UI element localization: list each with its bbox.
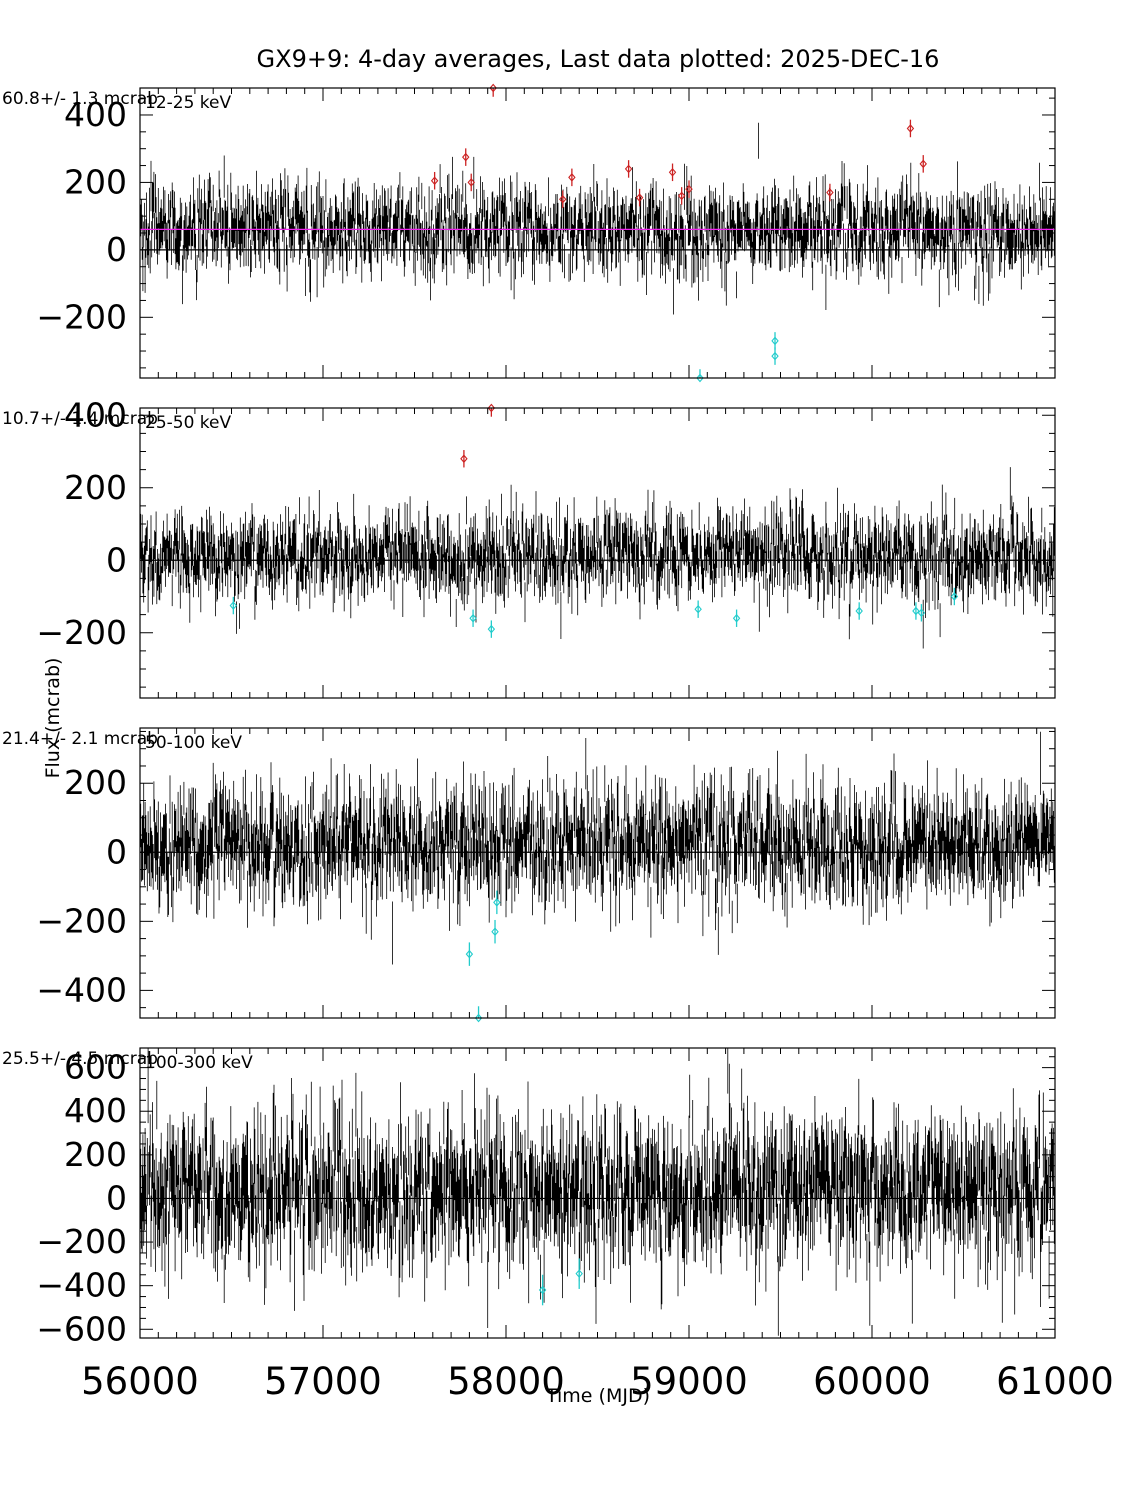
y-tick-label: 400 — [64, 1091, 127, 1130]
high-outlier-point — [677, 191, 686, 201]
high-outlier-point — [462, 152, 470, 162]
x-tick-label: 59000 — [630, 1360, 748, 1403]
low-outlier-point — [491, 927, 499, 937]
low-outlier-point — [465, 949, 474, 959]
mean-flux-label: 25.5+/- 4.5 mcrab — [2, 1049, 158, 1069]
y-tick-label: 0 — [106, 1178, 127, 1217]
mean-flux-label: 60.8+/- 1.3 mcrab — [2, 89, 158, 109]
high-outlier-point — [559, 194, 567, 204]
high-outlier-point — [568, 173, 576, 182]
high-outlier-point — [487, 403, 496, 413]
y-tick-label: 0 — [106, 540, 127, 579]
y-tick-label: 0 — [106, 230, 127, 269]
y-tick-label: −200 — [36, 297, 127, 336]
y-tick-label: −400 — [36, 970, 127, 1009]
x-tick-label: 57000 — [264, 1360, 382, 1403]
high-outlier-point — [826, 188, 834, 197]
chart-title: GX9+9: 4-day averages, Last data plotted… — [257, 45, 940, 73]
low-outlier-point — [538, 1285, 547, 1295]
high-outlier-point — [460, 454, 468, 464]
light-curve-errorbars — [140, 731, 1055, 965]
low-outlier-point — [912, 606, 920, 616]
low-outlier-point — [575, 1269, 583, 1279]
y-tick-label: 200 — [64, 162, 127, 201]
high-outlier-point — [635, 193, 644, 202]
high-outlier-point — [685, 184, 693, 194]
mean-flux-label: 21.4+/- 2.1 mcrab — [2, 729, 158, 749]
light-curve-errorbars — [140, 122, 1055, 315]
low-outlier-point — [855, 606, 863, 616]
low-outlier-point — [487, 624, 496, 634]
y-tick-label: 200 — [64, 468, 127, 507]
energy-band-label: 12-25 keV — [145, 93, 231, 113]
low-outlier-point — [696, 373, 704, 383]
light-curve-errorbars — [140, 1048, 1055, 1336]
energy-band-label: 50-100 keV — [145, 733, 242, 753]
y-tick-label: 200 — [64, 763, 127, 802]
light-curve-errorbars — [140, 467, 1055, 649]
high-outlier-point — [430, 176, 439, 186]
low-outlier-point — [229, 601, 238, 610]
energy-band-label: 25-50 keV — [145, 413, 231, 433]
y-tick-label: −600 — [36, 1309, 127, 1348]
y-tick-label: 600 — [64, 1048, 127, 1087]
high-outlier-point — [624, 164, 633, 174]
low-outlier-point — [493, 897, 501, 907]
y-tick-label: 400 — [64, 95, 127, 134]
low-outlier-point — [694, 604, 702, 614]
y-tick-label: −200 — [36, 1222, 127, 1261]
x-axis-label: Time (MJD) — [545, 1385, 650, 1407]
y-axis-label: Flux (mcrab) — [42, 658, 64, 779]
low-outlier-point — [950, 592, 959, 601]
high-outlier-point — [489, 83, 497, 93]
y-tick-label: 0 — [106, 832, 127, 871]
high-outlier-point — [919, 159, 927, 169]
x-tick-label: 56000 — [81, 1360, 199, 1403]
low-outlier-point — [732, 613, 741, 623]
high-outlier-point — [668, 167, 677, 177]
y-tick-label: −200 — [36, 613, 127, 652]
y-tick-label: 400 — [64, 395, 127, 434]
low-outlier-point — [771, 351, 779, 361]
low-outlier-point — [469, 613, 477, 623]
x-tick-label: 61000 — [996, 1360, 1114, 1403]
energy-band-label: 100-300 keV — [145, 1053, 253, 1073]
low-outlier-point — [771, 336, 779, 346]
mean-flux-label: 10.7+/- 1.4 mcrab — [2, 409, 158, 429]
low-outlier-point — [917, 608, 926, 618]
y-tick-label: 200 — [64, 1135, 127, 1174]
y-tick-label: −400 — [36, 1266, 127, 1305]
high-outlier-point — [467, 178, 475, 187]
low-outlier-point — [474, 1013, 483, 1023]
x-tick-label: 60000 — [813, 1360, 931, 1403]
x-tick-label: 58000 — [447, 1360, 565, 1403]
y-tick-label: −200 — [36, 901, 127, 940]
high-outlier-point — [906, 124, 915, 133]
